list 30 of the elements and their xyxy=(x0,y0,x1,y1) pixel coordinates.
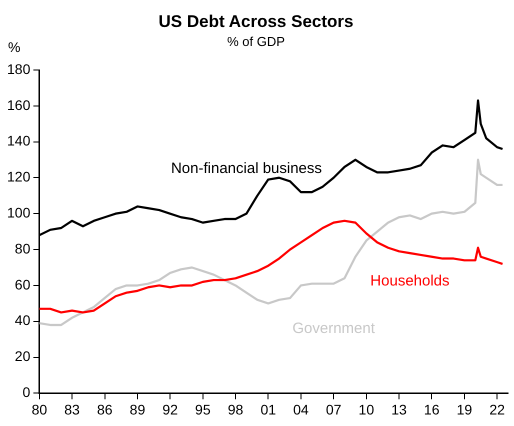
x-tick-label: 92 xyxy=(162,401,178,418)
x-tick-label: 22 xyxy=(489,401,506,418)
y-tick-label: 140 xyxy=(7,132,31,149)
series-label: Non-financial business xyxy=(170,160,322,177)
y-axis-title: % xyxy=(8,38,20,55)
x-tick-label: 80 xyxy=(32,401,48,418)
x-tick-label: 83 xyxy=(64,401,80,418)
series-label: Households xyxy=(370,272,450,290)
y-tick-label: 40 xyxy=(14,312,31,328)
x-tick-label: 01 xyxy=(260,401,276,418)
y-tick-label: 0 xyxy=(22,384,31,400)
x-tick-label: 95 xyxy=(195,401,211,418)
x-tick-label: 86 xyxy=(96,401,113,418)
y-tick-label: 160 xyxy=(7,96,31,113)
x-tick-label: 16 xyxy=(424,401,440,418)
x-tick-label: 10 xyxy=(358,401,374,418)
x-tick-label: 04 xyxy=(293,401,309,418)
x-tick-label: 89 xyxy=(130,401,146,418)
y-tick-label: 120 xyxy=(7,168,31,185)
chart-subtitle: % of GDP xyxy=(227,34,285,49)
y-tick-label: 180 xyxy=(7,60,31,77)
y-tick-label: 20 xyxy=(14,348,31,364)
chart-title: US Debt Across Sectors xyxy=(158,12,354,31)
x-tick-label: 98 xyxy=(228,401,244,418)
x-tick-label: 19 xyxy=(456,401,472,418)
y-tick-label: 100 xyxy=(7,204,31,221)
y-tick-label: 60 xyxy=(14,276,31,292)
y-tick-label: 80 xyxy=(14,240,31,256)
x-tick-label: 07 xyxy=(326,401,342,418)
x-tick-label: 13 xyxy=(391,401,408,418)
